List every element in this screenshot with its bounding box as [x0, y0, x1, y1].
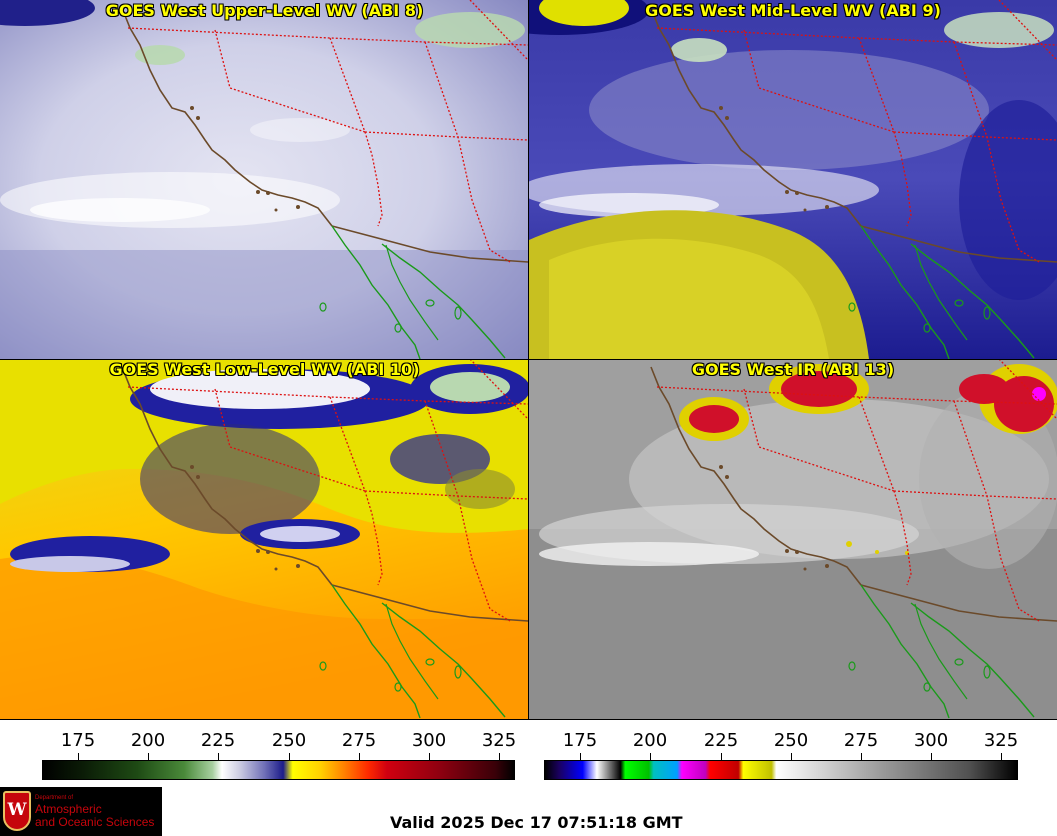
- panel-title: GOES West Mid-Level WV (ABI 9): [645, 1, 941, 20]
- ir-tick-mark: [861, 753, 862, 761]
- wv-tick-mark: [148, 753, 149, 761]
- panel-title: GOES West Upper-Level WV (ABI 8): [105, 1, 424, 20]
- panel-ir: GOES West IR (ABI 13): [529, 359, 1057, 720]
- wv-tick-label: 175: [60, 730, 96, 751]
- uw-crest-icon: W: [3, 791, 31, 831]
- aos-logo[interactable]: W Department of Atmospheric and Oceanic …: [0, 787, 162, 836]
- ir-image: [529, 359, 1057, 720]
- ir-tick-label: 300: [913, 730, 949, 751]
- panel-divider-horizontal: [0, 359, 1057, 360]
- wv-tick-label: 275: [341, 730, 377, 751]
- panel-divider-vertical: [528, 0, 529, 720]
- ir-tick-mark: [580, 753, 581, 761]
- ir-tick-mark: [1001, 753, 1002, 761]
- panel-low-level-wv: GOES West Low-Level WV (ABI 10): [0, 359, 529, 720]
- panel-upper-level-wv: GOES West Upper-Level WV (ABI 8): [0, 0, 529, 359]
- logo-dept-text: Department of: [35, 795, 74, 801]
- panel-mid-level-wv: GOES West Mid-Level WV (ABI 9): [529, 0, 1057, 359]
- wv-tick-label: 225: [200, 730, 236, 751]
- wv-tick-label: 325: [481, 730, 517, 751]
- low-level-wv-image: [0, 359, 529, 720]
- logo-name-line2: and Oceanic Sciences: [35, 815, 155, 829]
- wv-tick-mark: [499, 753, 500, 761]
- ir-tick-label: 175: [562, 730, 598, 751]
- ir-tick-mark: [650, 753, 651, 761]
- panels-bottom-border: [0, 719, 1057, 720]
- wv-tick-label: 200: [130, 730, 166, 751]
- valid-time-label: Valid 2025 Dec 17 07:51:18 GMT: [390, 813, 683, 832]
- wv-tick-mark: [218, 753, 219, 761]
- wv-tick-label: 300: [411, 730, 447, 751]
- wv-tick-mark: [289, 753, 290, 761]
- wv-tick-label: 250: [271, 730, 307, 751]
- ir-tick-label: 200: [632, 730, 668, 751]
- wv-colorbar: [42, 760, 515, 780]
- ir-tick-label: 250: [773, 730, 809, 751]
- ir-tick-label: 325: [983, 730, 1019, 751]
- panel-title: GOES West IR (ABI 13): [691, 360, 895, 379]
- logo-name-line1: Atmospheric: [35, 802, 102, 816]
- upper-level-wv-image: [0, 0, 529, 359]
- ir-tick-mark: [931, 753, 932, 761]
- ir-tick-label: 225: [703, 730, 739, 751]
- ir-tick-label: 275: [843, 730, 879, 751]
- wv-tick-mark: [429, 753, 430, 761]
- wv-tick-mark: [359, 753, 360, 761]
- mid-level-wv-image: [529, 0, 1057, 359]
- panel-title: GOES West Low-Level WV (ABI 10): [109, 360, 420, 379]
- ir-tick-mark: [791, 753, 792, 761]
- wv-tick-mark: [78, 753, 79, 761]
- ir-colorbar: [544, 760, 1018, 780]
- ir-tick-mark: [721, 753, 722, 761]
